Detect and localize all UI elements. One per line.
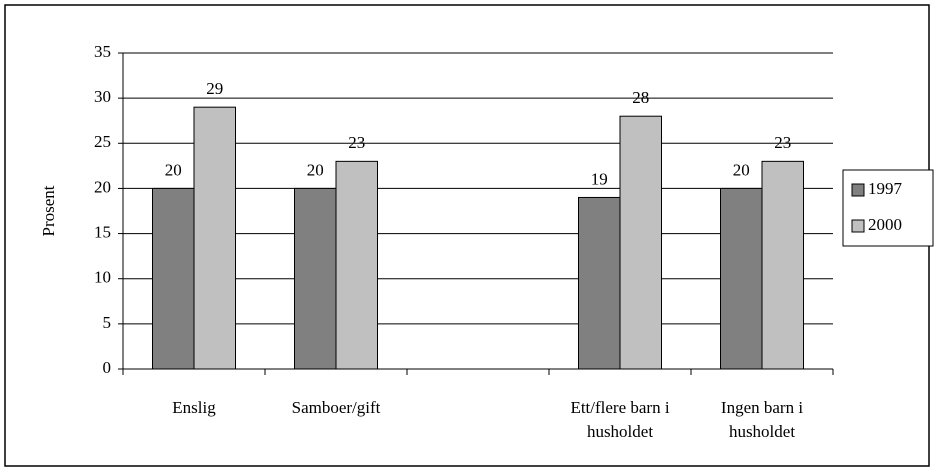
- bar: [152, 187, 195, 370]
- legend-label: 2000: [868, 215, 902, 234]
- data-label: 28: [632, 88, 649, 107]
- x-tick-label: Samboer/gift: [291, 398, 381, 417]
- bar: [761, 160, 804, 370]
- x-tick-label: Enslig: [172, 398, 216, 417]
- x-tick-label: Ingen barn i husholdet: [720, 398, 804, 441]
- bar: [619, 115, 662, 370]
- bar: [720, 187, 763, 370]
- bar: [578, 196, 621, 370]
- data-label: 20: [165, 160, 182, 179]
- data-label: 29: [206, 79, 223, 98]
- y-tick-label: 25: [94, 132, 111, 151]
- y-tick-label: 15: [94, 222, 111, 241]
- bar: [193, 106, 236, 370]
- y-tick-label: 5: [103, 313, 112, 332]
- data-label: 23: [774, 133, 791, 152]
- data-label: 19: [591, 169, 608, 188]
- x-tick-label: Ett/flere barn i husholdet: [570, 398, 670, 441]
- bar: [335, 160, 378, 370]
- data-label: 23: [348, 133, 365, 152]
- legend-label: 1997: [868, 179, 903, 198]
- y-tick-label: 10: [94, 268, 111, 287]
- y-axis-label: Prosent: [39, 185, 58, 236]
- legend-box: [842, 169, 934, 247]
- data-label: 20: [733, 160, 750, 179]
- y-tick-label: 30: [94, 87, 111, 106]
- legend-swatch: [851, 219, 865, 233]
- y-tick-label: 35: [94, 42, 111, 61]
- bar: [294, 187, 337, 370]
- data-label: 20: [307, 160, 324, 179]
- y-tick-label: 0: [103, 358, 112, 377]
- y-tick-label: 20: [94, 177, 111, 196]
- legend-swatch: [851, 183, 865, 197]
